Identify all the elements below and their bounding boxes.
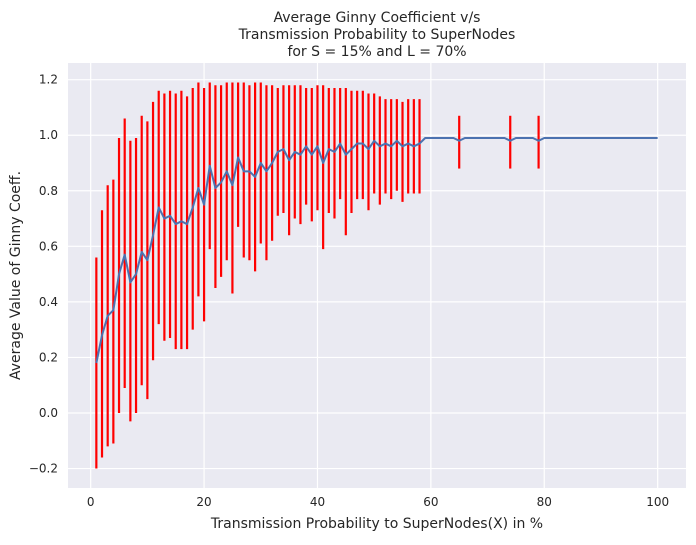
x-tick-labels: 0 20 40 60 80 100 — [87, 495, 669, 509]
y-tick-label: 0.2 — [39, 350, 58, 364]
data-line-layer — [95, 137, 658, 364]
y-tick-label: 1.0 — [39, 128, 58, 142]
chart-title-line: for S = 15% and L = 70% — [287, 44, 466, 60]
y-tick-label: 0.6 — [39, 239, 58, 253]
x-tick-label: 80 — [537, 495, 552, 509]
x-tick-label: 60 — [423, 495, 438, 509]
y-tick-label: 0.8 — [39, 184, 58, 198]
y-tick-label: 0.4 — [39, 295, 58, 309]
x-tick-label: 40 — [310, 495, 325, 509]
chart-title: Average Ginny Coefficient v/sTransmissio… — [238, 10, 516, 60]
y-tick-label: 1.2 — [39, 73, 58, 87]
y-tick-labels: −0.2 0.0 0.2 0.4 0.6 0.8 1.0 1.2 — [29, 73, 58, 476]
chart-title-line: Transmission Probability to SuperNodes — [238, 27, 516, 43]
y-axis-label: Average Value of Ginny Coeff. — [8, 171, 24, 380]
y-tick-label: 0.0 — [39, 406, 58, 420]
y-tick-label: −0.2 — [29, 462, 58, 476]
x-tick-label: 20 — [196, 495, 211, 509]
x-axis-label: Transmission Probability to SuperNodes(X… — [210, 516, 543, 532]
series-line — [95, 137, 658, 364]
x-tick-label: 0 — [87, 495, 95, 509]
chart-title-line: Average Ginny Coefficient v/s — [274, 10, 481, 26]
plot-area — [68, 63, 686, 488]
x-tick-label: 100 — [646, 495, 669, 509]
